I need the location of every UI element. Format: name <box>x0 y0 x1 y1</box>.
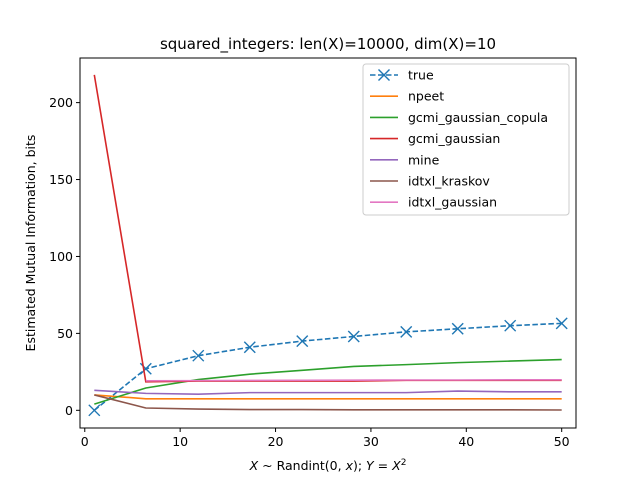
series-line-idtxl_kraskov <box>94 394 562 411</box>
series-line-true <box>93 322 562 411</box>
data-point-true <box>139 362 152 375</box>
data-point-true <box>504 319 517 332</box>
legend-marker <box>378 69 390 81</box>
data-point-true <box>88 404 101 417</box>
data-point-true <box>555 317 568 330</box>
data-point-true <box>347 330 360 343</box>
data-point-true <box>243 341 256 354</box>
legend-label-true: true <box>408 68 434 83</box>
x-tick-label: 0 <box>81 434 89 449</box>
legend-label-gcmi_gaussian: gcmi_gaussian <box>408 131 500 146</box>
x-tick-label: 20 <box>268 434 284 449</box>
y-axis-label: Estimated Mutual Information, bits <box>23 135 38 352</box>
chart-title: squared_integers: len(X)=10000, dim(X)=1… <box>160 35 496 54</box>
series-line-mine <box>94 389 562 395</box>
legend-label-idtxl_gaussian: idtxl_gaussian <box>408 195 497 210</box>
y-tick-label: 150 <box>49 172 73 187</box>
x-tick-label: 50 <box>554 434 570 449</box>
data-point-true <box>296 335 309 348</box>
legend-label-mine: mine <box>408 152 440 167</box>
axes-frame <box>79 57 577 429</box>
legend-label-idtxl_kraskov: idtxl_kraskov <box>408 174 490 189</box>
x-tick-label: 30 <box>363 434 379 449</box>
data-point-true <box>192 349 205 362</box>
axis-ticks: 0 10 20 30 40 50 0 50 100 150 200 <box>49 95 570 449</box>
series-line-gcmi_gaussian_copula <box>94 358 562 405</box>
x-axis-label: X ~ Randint(0, x); Y = X2 <box>249 458 407 473</box>
data-point-true <box>400 325 413 338</box>
x-tick-label: 10 <box>172 434 188 449</box>
plot-area <box>88 74 568 417</box>
y-tick-label: 200 <box>49 95 73 110</box>
series-line-idtxl_gaussian <box>145 379 562 382</box>
legend-box <box>362 63 570 216</box>
legend-label-npeet: npeet <box>408 89 444 104</box>
x-tick-label: 40 <box>458 434 474 449</box>
series-line-npeet <box>94 394 562 400</box>
y-tick-label: 100 <box>49 249 73 264</box>
legend: true npeet gcmi_gaussian_copula gcmi_gaussi… <box>362 63 570 216</box>
y-tick-label: 0 <box>65 403 73 418</box>
data-point-true <box>451 322 464 335</box>
y-tick-label: 50 <box>57 326 73 341</box>
legend-label-gcmi_gaussian_copula: gcmi_gaussian_copula <box>408 110 548 125</box>
